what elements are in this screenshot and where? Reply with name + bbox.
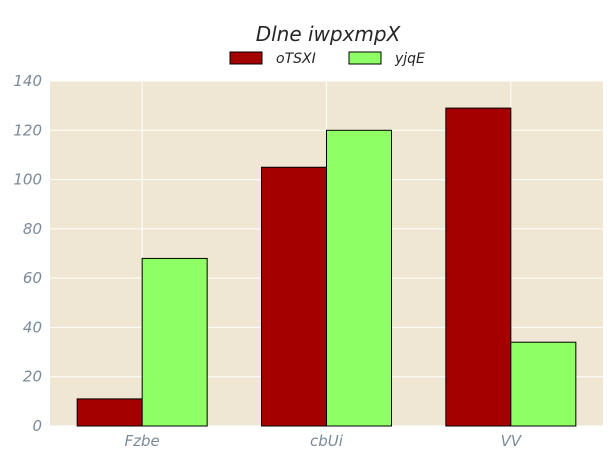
x-tick-label: VV bbox=[501, 432, 523, 450]
chart-title: Dlne iwpxmpX bbox=[256, 22, 402, 46]
y-tick-label: 140 bbox=[13, 72, 42, 90]
legend-label-oTSXI: oTSXI bbox=[276, 51, 316, 67]
y-tick-label: 20 bbox=[23, 368, 42, 386]
x-tick-label: cbUi bbox=[310, 432, 344, 450]
y-tick-label: 40 bbox=[23, 318, 42, 336]
legend-swatch-oTSXI bbox=[229, 51, 263, 65]
bar-oTSXI-Fzbe bbox=[76, 398, 143, 427]
bar-oTSXI-VV bbox=[445, 107, 512, 427]
legend: oTSXI yjqE bbox=[229, 51, 425, 67]
x-axis: Fzbe cbUi VV bbox=[125, 432, 523, 450]
y-tick-label: 0 bbox=[32, 417, 42, 435]
y-tick-label: 80 bbox=[23, 220, 42, 238]
bar-oTSXI-cbUi bbox=[261, 166, 327, 427]
y-tick-label: 100 bbox=[13, 171, 42, 189]
y-tick-label: 60 bbox=[23, 269, 42, 287]
bar-yjqE-cbUi bbox=[326, 129, 392, 427]
y-tick-label: 120 bbox=[13, 121, 42, 139]
x-tick-label: Fzbe bbox=[125, 432, 160, 450]
bars bbox=[76, 107, 577, 427]
legend-label-yjqE: yjqE bbox=[394, 51, 425, 67]
y-axis: 0 20 40 60 80 100 120 140 bbox=[13, 72, 42, 435]
bar-yjqE-VV bbox=[510, 341, 577, 427]
bar-yjqE-Fzbe bbox=[141, 257, 208, 427]
legend-swatch-yjqE bbox=[348, 51, 382, 65]
